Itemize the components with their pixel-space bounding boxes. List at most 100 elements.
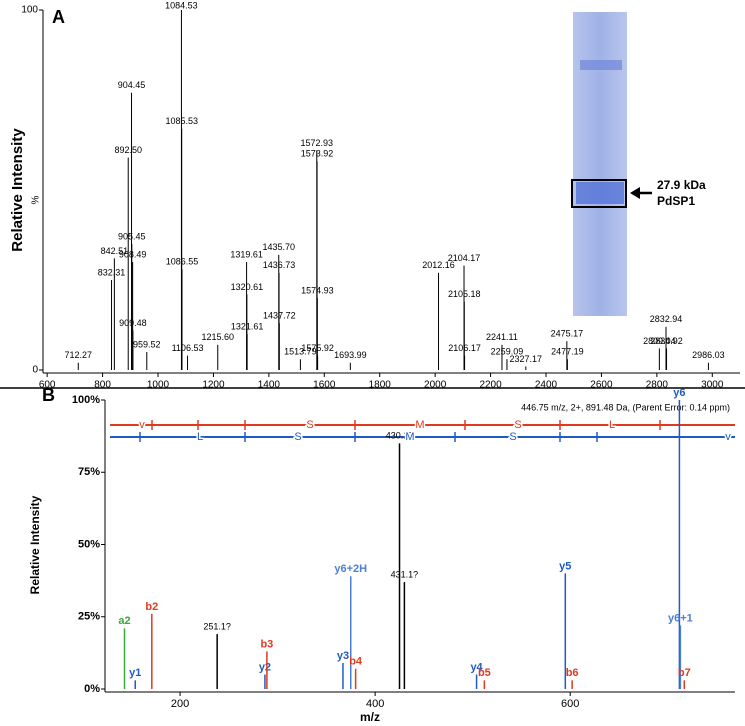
y-tick-label: 0 [32,365,38,376]
band-box [571,179,627,208]
x-tick-label: 1600 [313,380,336,391]
peak-label: 2832.94 [650,314,683,324]
peak-label: 2986.03 [692,350,725,360]
peak-label: 1215.60 [201,332,234,342]
y-tick-label: 50% [78,538,100,550]
y-tick-label: 25% [78,611,100,623]
y-axis-label: Relative Intensity [28,495,42,594]
sequence-residue: L [609,419,615,431]
x-tick-label: 600 [561,698,579,710]
peak-label: 1320.61 [231,282,264,292]
sequence-residue: S [514,419,521,431]
y-tick-label: 100 [21,5,38,16]
peak-label: 1321.61 [231,321,264,331]
peak-label: 1435.70 [262,242,295,252]
peak-label: 430.1? [386,431,414,441]
peak-label: 892.50 [114,145,142,155]
peak-label: b5 [478,667,491,679]
peak-label: 1574.93 [301,285,334,295]
peak-label: b2 [145,601,158,613]
peak-label: a2 [118,615,130,627]
peak-label: y6+1 [668,612,693,624]
gel-inset: 27.9 kDa PdSP1 [571,12,706,316]
x-tick-label: 1000 [147,380,170,391]
peak-label: y5 [559,560,571,572]
peak-label: 2477.19 [551,347,584,357]
x-tick-label: 1400 [258,380,281,391]
peak-label: 1513.79 [284,347,317,357]
sequence-residue: S [306,419,313,431]
peak-label: 1573.92 [301,149,334,159]
peak-label: 2104.17 [448,253,481,263]
y-tick-label: 75% [78,466,100,478]
peak-label: 904.45 [118,80,146,90]
x-tick-label: 3000 [701,380,724,391]
peak-label: y6+2H [334,563,367,575]
x-tick-label: 200 [171,698,189,710]
sequence-residue: L [197,431,203,443]
sequence-residue: M [415,419,424,431]
peak-label: 908.49 [119,249,147,259]
y-unit-label: % [31,195,42,204]
annotation: PdSP1 [657,194,695,208]
sequence-residue: v [139,419,145,431]
x-axis-label: m/z [360,710,380,724]
x-tick-label: 2600 [590,380,613,391]
x-tick-label: 800 [94,380,111,391]
x-tick-label: 2200 [479,380,502,391]
sequence-residue: S [294,431,301,443]
panel-label: B [42,385,55,405]
peak-label: 842.51 [101,246,129,256]
peak-label: y1 [129,667,141,679]
arrow-head [630,187,640,199]
peak-label: y4 [470,661,483,673]
peak-label: b6 [566,667,579,679]
x-tick-label: 2400 [535,380,558,391]
peak-label: 2012.16 [422,260,455,270]
peak-label: 2106.17 [448,343,481,353]
peak-label: y3 [337,650,349,662]
peak-label: 1085.53 [165,116,198,126]
sequence-residue: v [725,431,731,443]
peak-label: 2327.17 [510,354,543,364]
peak-label: 2809.04 [643,336,676,346]
peak-label: 1319.61 [230,249,263,259]
gel-lane [573,12,627,316]
peak-label: 1437.72 [263,311,296,321]
peak-label: 832.31 [98,267,126,277]
annotation: 27.9 kDa [657,178,706,192]
sequence-ladder [110,420,735,442]
header: 446.75 m/z, 2+, 891.48 Da, (Parent Error… [521,402,730,412]
peak-label: b3 [260,638,273,650]
x-tick-label: 1200 [202,380,225,391]
peak-label: 1106.53 [172,343,204,353]
peak-label: 2475.17 [551,329,584,339]
peak-label: 1436.73 [263,260,296,270]
gel-band [576,182,624,204]
peak-label: 712.27 [65,350,93,360]
peak-label: 2241.11 [486,332,518,342]
peak-label: 1086.55 [166,257,199,267]
peak-label: 251.1? [203,621,231,631]
peak-label: b7 [678,667,691,679]
peak-label: 1084.53 [165,0,198,10]
peak-label: 2259.09 [491,347,524,357]
peak-label: y2 [259,661,271,673]
peak-label: 2834.92 [650,336,683,346]
peak-label: 1693.99 [334,350,367,360]
peak-label: 905.45 [118,231,146,241]
y-tick-label: 100% [72,394,100,406]
x-tick-label: 400 [366,698,384,710]
peak-label: y6 [673,387,685,399]
peak-label: b4 [349,656,363,668]
peak-label: 909.48 [119,318,147,328]
x-tick-label: 1800 [369,380,392,391]
y-tick-label: 0% [84,683,100,695]
sequence-residue: S [509,431,516,443]
peak-label: 2105.18 [448,289,481,299]
sequence-residue: M [405,431,414,443]
x-tick-label: 600 [39,380,56,391]
x-tick-label: 2800 [646,380,669,391]
peak-label: 431.1? [391,569,419,579]
